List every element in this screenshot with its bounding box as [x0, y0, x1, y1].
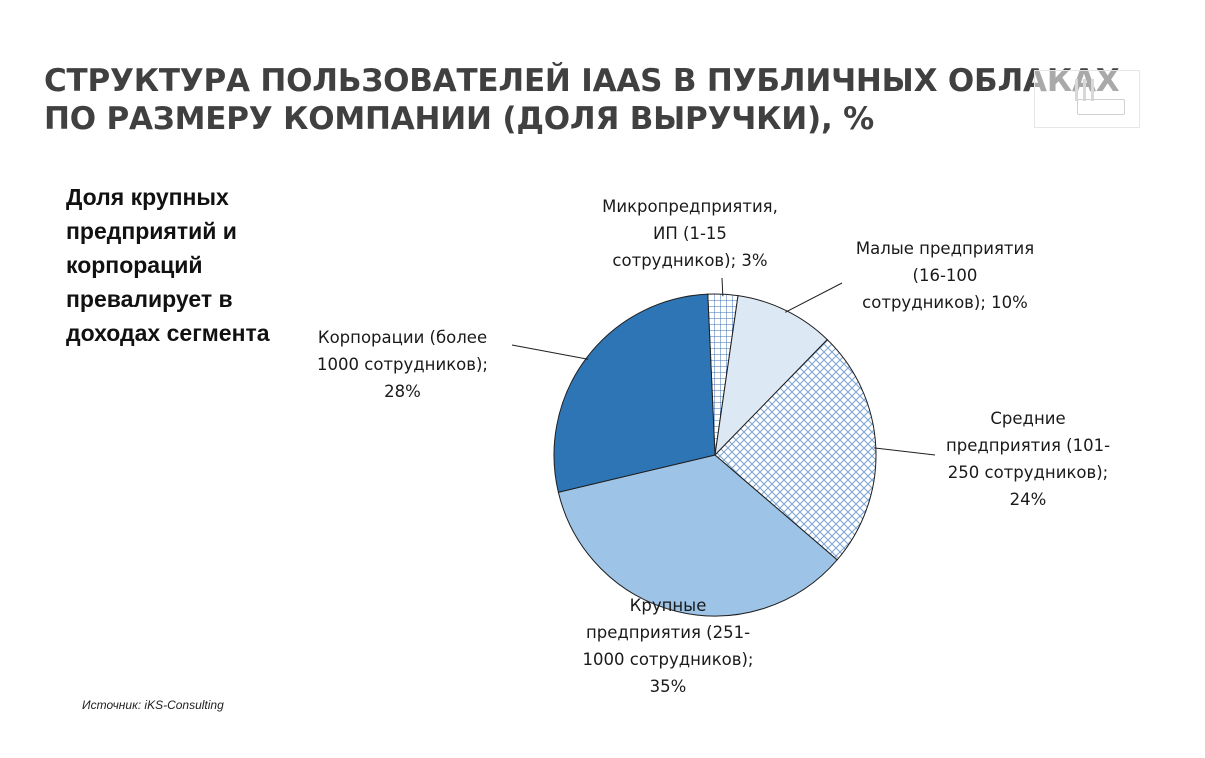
note-line: превалирует в [66, 286, 233, 312]
label-line: 250 сотрудников); [947, 463, 1109, 482]
slice-large [557, 454, 838, 617]
note-line: предприятий и [66, 218, 237, 244]
slice-label-small: Малые предприятия (16-100 сотрудников); … [830, 235, 1060, 316]
label-line: Корпорации (более [317, 328, 488, 347]
title-line-1: СТРУКТУРА ПОЛЬЗОВАТЕЛЕЙ IAAS В ПУБЛИЧНЫХ… [44, 63, 1120, 99]
logo-bar [1091, 79, 1094, 101]
leader-line [785, 282, 843, 313]
source-note: Источник: iKS-Consulting [82, 698, 224, 712]
note-line: Доля крупных [66, 184, 229, 210]
logo-mark [1077, 99, 1125, 115]
note-line: корпораций [66, 252, 203, 278]
label-line: 35% [649, 677, 687, 696]
leader-line [873, 447, 936, 456]
label-line: Микропредприятия, [602, 197, 778, 216]
label-line: предприятия (101- [945, 436, 1111, 455]
label-line: Крупные [629, 596, 707, 615]
slice-small [714, 295, 828, 457]
company-logo [1034, 70, 1140, 128]
slice-label-corporations: Корпорации (более 1000 сотрудников); 28% [290, 324, 515, 405]
note-line: доходах сегмента [66, 320, 270, 346]
page-title: СТРУКТУРА ПОЛЬЗОВАТЕЛЕЙ IAAS В ПУБЛИЧНЫХ… [44, 62, 1164, 138]
label-line: (16-100 [912, 266, 978, 285]
label-line: ИП (1-15 [653, 224, 727, 243]
leader-line [511, 344, 589, 360]
label-line: сотрудников); 3% [612, 251, 768, 270]
label-line: Средние [990, 409, 1066, 428]
label-line: сотрудников); 10% [862, 293, 1028, 312]
key-takeaway-note: Доля крупных предприятий и корпораций пр… [66, 180, 296, 350]
title-line-2: ПО РАЗМЕРУ КОМПАНИИ (ДОЛЯ ВЫРУЧКИ), % [44, 101, 875, 137]
label-line: 28% [384, 382, 421, 401]
slice-label-micro: Микропредприятия, ИП (1-15 сотрудников);… [570, 193, 810, 274]
label-line: 1000 сотрудников); [317, 355, 488, 374]
slice-label-medium: Средние предприятия (101- 250 сотруднико… [923, 405, 1133, 513]
label-line: 1000 сотрудников); [582, 650, 754, 669]
slice-label-large: Крупные предприятия (251- 1000 сотрудник… [558, 592, 778, 700]
slice-corporations [553, 293, 716, 493]
label-line: предприятия (251- [585, 623, 751, 642]
logo-bar [1075, 79, 1078, 101]
label-line: Малые предприятия [855, 239, 1035, 258]
logo-bar [1083, 79, 1086, 101]
label-line: 24% [1009, 490, 1047, 509]
leader-line [721, 277, 724, 297]
